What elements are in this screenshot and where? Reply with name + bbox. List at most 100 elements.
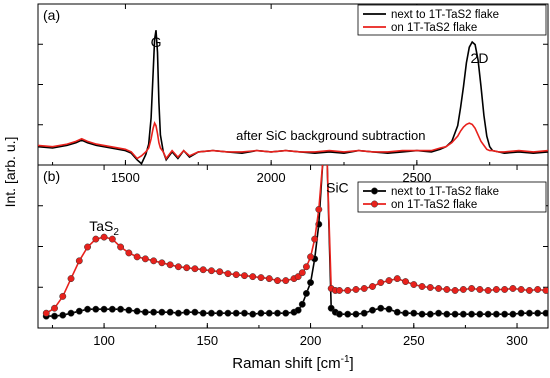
data-point bbox=[302, 289, 310, 297]
data-point bbox=[207, 267, 215, 275]
data-point bbox=[402, 309, 409, 317]
data-point bbox=[327, 304, 335, 312]
data-point bbox=[307, 279, 315, 287]
data-point bbox=[426, 310, 434, 318]
data-point bbox=[141, 308, 149, 316]
data-point bbox=[484, 287, 492, 294]
data-point bbox=[59, 311, 67, 319]
data-point bbox=[377, 304, 385, 312]
data-point bbox=[75, 307, 83, 315]
data-point bbox=[302, 263, 310, 271]
data-point bbox=[443, 286, 451, 293]
data-point bbox=[501, 286, 509, 293]
data-point bbox=[410, 309, 418, 317]
data-point bbox=[216, 268, 224, 276]
data-point bbox=[232, 271, 240, 279]
data-point bbox=[501, 310, 509, 318]
data-point bbox=[534, 309, 542, 317]
data-point bbox=[199, 309, 207, 317]
series-line-on-flake bbox=[38, 120, 548, 161]
data-point bbox=[117, 243, 125, 251]
data-point bbox=[468, 285, 476, 292]
data-point bbox=[311, 235, 319, 243]
data-point bbox=[369, 283, 376, 290]
data-point bbox=[484, 310, 492, 318]
x-tick-label: 200 bbox=[300, 333, 322, 348]
data-point bbox=[435, 285, 443, 292]
data-point bbox=[344, 287, 352, 294]
data-point bbox=[150, 308, 158, 316]
data-point bbox=[108, 305, 116, 313]
data-point bbox=[174, 263, 182, 271]
data-point bbox=[216, 309, 224, 317]
data-point bbox=[92, 235, 100, 243]
panel-label: (b) bbox=[43, 168, 60, 184]
data-point bbox=[274, 277, 281, 285]
data-point bbox=[385, 305, 393, 313]
data-point bbox=[133, 307, 141, 315]
data-point bbox=[468, 310, 476, 318]
data-point bbox=[241, 272, 248, 280]
data-point bbox=[393, 275, 401, 283]
data-point bbox=[294, 273, 302, 281]
data-point bbox=[191, 265, 199, 273]
data-point bbox=[125, 249, 133, 257]
legend-marker bbox=[371, 200, 378, 208]
data-point bbox=[166, 308, 174, 316]
data-point bbox=[509, 310, 517, 318]
x-tick-label: 300 bbox=[506, 333, 528, 348]
data-point bbox=[51, 312, 58, 320]
data-point bbox=[459, 286, 467, 293]
data-point bbox=[224, 309, 232, 317]
data-point bbox=[369, 306, 376, 314]
data-point bbox=[183, 264, 191, 272]
panel-a: 1500 2000 2500 (a) G 2D after SiC background s… bbox=[37, 3, 549, 185]
data-point bbox=[402, 278, 409, 286]
data-point bbox=[525, 309, 533, 317]
data-point bbox=[67, 309, 75, 317]
data-point bbox=[476, 286, 484, 293]
data-point bbox=[525, 287, 533, 294]
x-tick-label: 1500 bbox=[111, 170, 140, 185]
data-point bbox=[199, 266, 207, 274]
x-tick-label: 2500 bbox=[402, 170, 431, 185]
data-point bbox=[282, 309, 290, 317]
data-point bbox=[443, 310, 451, 318]
data-point bbox=[509, 285, 517, 292]
data-point bbox=[298, 300, 306, 308]
data-point bbox=[294, 306, 302, 314]
peak-label: SiC bbox=[326, 180, 349, 196]
data-point bbox=[393, 308, 401, 316]
legend-entry: next to 1T-TaS2 flake bbox=[391, 9, 499, 21]
data-point bbox=[320, 157, 326, 163]
data-point bbox=[141, 255, 149, 263]
data-point bbox=[476, 310, 484, 318]
x-tick-label: 250 bbox=[403, 333, 425, 348]
data-point bbox=[352, 310, 360, 318]
data-point bbox=[418, 283, 426, 290]
data-point bbox=[534, 286, 542, 293]
data-point bbox=[207, 309, 215, 317]
data-point bbox=[125, 306, 133, 314]
legend-entry: next to 1T-TaS2 flake bbox=[391, 186, 499, 198]
data-point bbox=[418, 310, 426, 318]
annotation-text: after SiC background subtraction bbox=[236, 128, 425, 143]
data-point bbox=[307, 253, 315, 261]
data-point bbox=[320, 157, 326, 163]
panel-label: (a) bbox=[43, 7, 60, 23]
data-point bbox=[84, 243, 92, 251]
data-point bbox=[42, 309, 50, 317]
data-point bbox=[324, 157, 330, 163]
data-point bbox=[166, 261, 174, 269]
data-point bbox=[108, 235, 116, 243]
data-point bbox=[257, 274, 265, 282]
data-point bbox=[133, 253, 141, 261]
data-point bbox=[249, 310, 257, 318]
data-point bbox=[517, 286, 525, 293]
peak-label: G bbox=[151, 34, 162, 50]
data-point bbox=[150, 257, 158, 265]
data-point bbox=[492, 310, 500, 318]
data-point bbox=[265, 275, 273, 283]
x-tick-label: 100 bbox=[93, 333, 115, 348]
data-point bbox=[51, 304, 58, 312]
